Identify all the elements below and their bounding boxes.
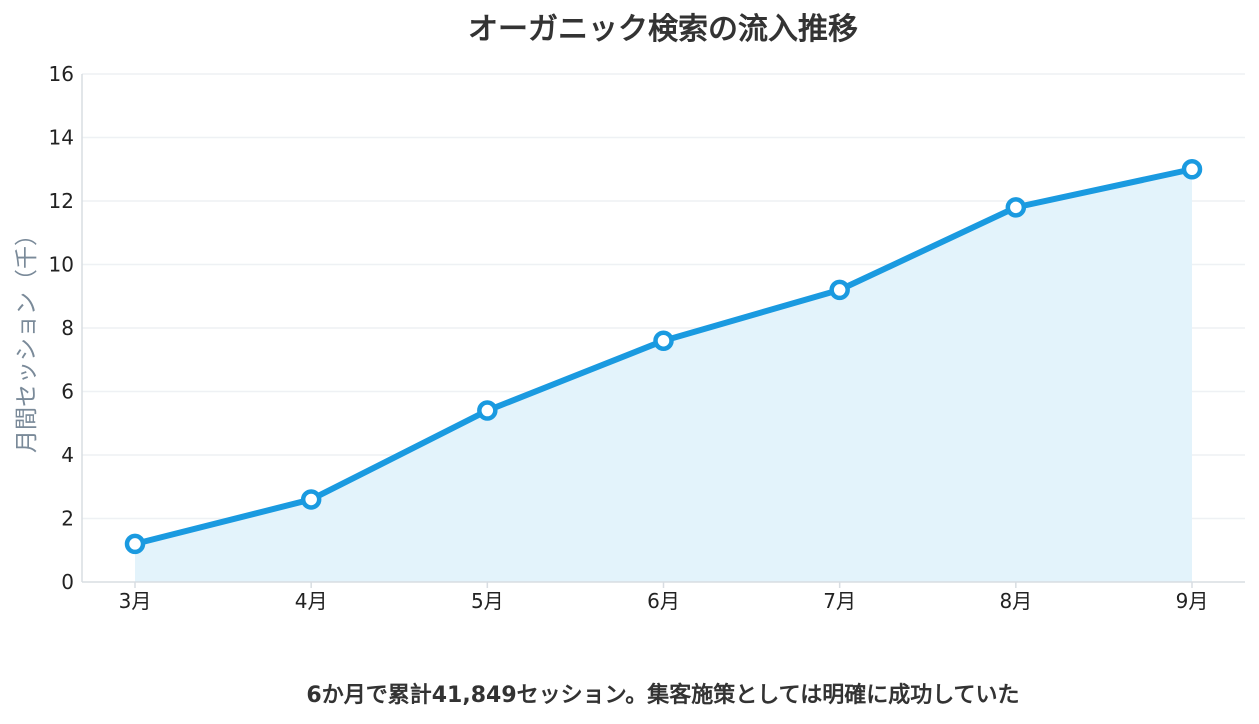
y-tick-label: 4 xyxy=(61,443,74,467)
y-tick-label: 0 xyxy=(61,570,74,594)
y-tick-label: 14 xyxy=(49,126,74,150)
x-tick-label: 7月 xyxy=(823,589,856,613)
x-tick-label: 6月 xyxy=(647,589,680,613)
data-point[interactable] xyxy=(829,279,850,301)
y-tick-label: 2 xyxy=(61,507,74,531)
x-tick-label: 4月 xyxy=(295,589,328,613)
data-point[interactable] xyxy=(653,330,674,351)
x-tick-label: 9月 xyxy=(1176,589,1209,613)
axes xyxy=(81,74,1245,588)
y-tick-label: 8 xyxy=(61,316,74,340)
data-point[interactable] xyxy=(300,489,322,510)
data-point[interactable] xyxy=(477,400,498,421)
series-area xyxy=(135,169,1192,582)
data-point[interactable] xyxy=(124,533,146,555)
y-tick-label: 6 xyxy=(61,380,74,404)
chart-caption: 6か月で累計41,849セッション。集客施策としては明確に成功していた xyxy=(306,682,1019,708)
y-tick-label: 10 xyxy=(49,253,74,277)
y-tick-labels: 0 2 4 6 8 10 12 14 16 xyxy=(49,62,74,594)
data-point[interactable] xyxy=(1181,159,1203,180)
data-points xyxy=(124,159,1203,555)
y-axis-title: 月間セッション（千） xyxy=(14,223,40,453)
x-tick-label: 3月 xyxy=(119,589,152,613)
x-tick-label: 5月 xyxy=(471,589,504,613)
data-point[interactable] xyxy=(1005,197,1027,218)
x-tick-label: 8月 xyxy=(999,589,1032,613)
chart-title: オーガニック検索の流入推移 xyxy=(468,12,858,47)
y-tick-label: 16 xyxy=(49,62,74,86)
y-tick-label: 12 xyxy=(49,189,74,213)
area-fill-layer xyxy=(135,169,1192,582)
x-tick-labels: 3月 4月 5月 6月 7月 8月 9月 xyxy=(119,589,1209,613)
